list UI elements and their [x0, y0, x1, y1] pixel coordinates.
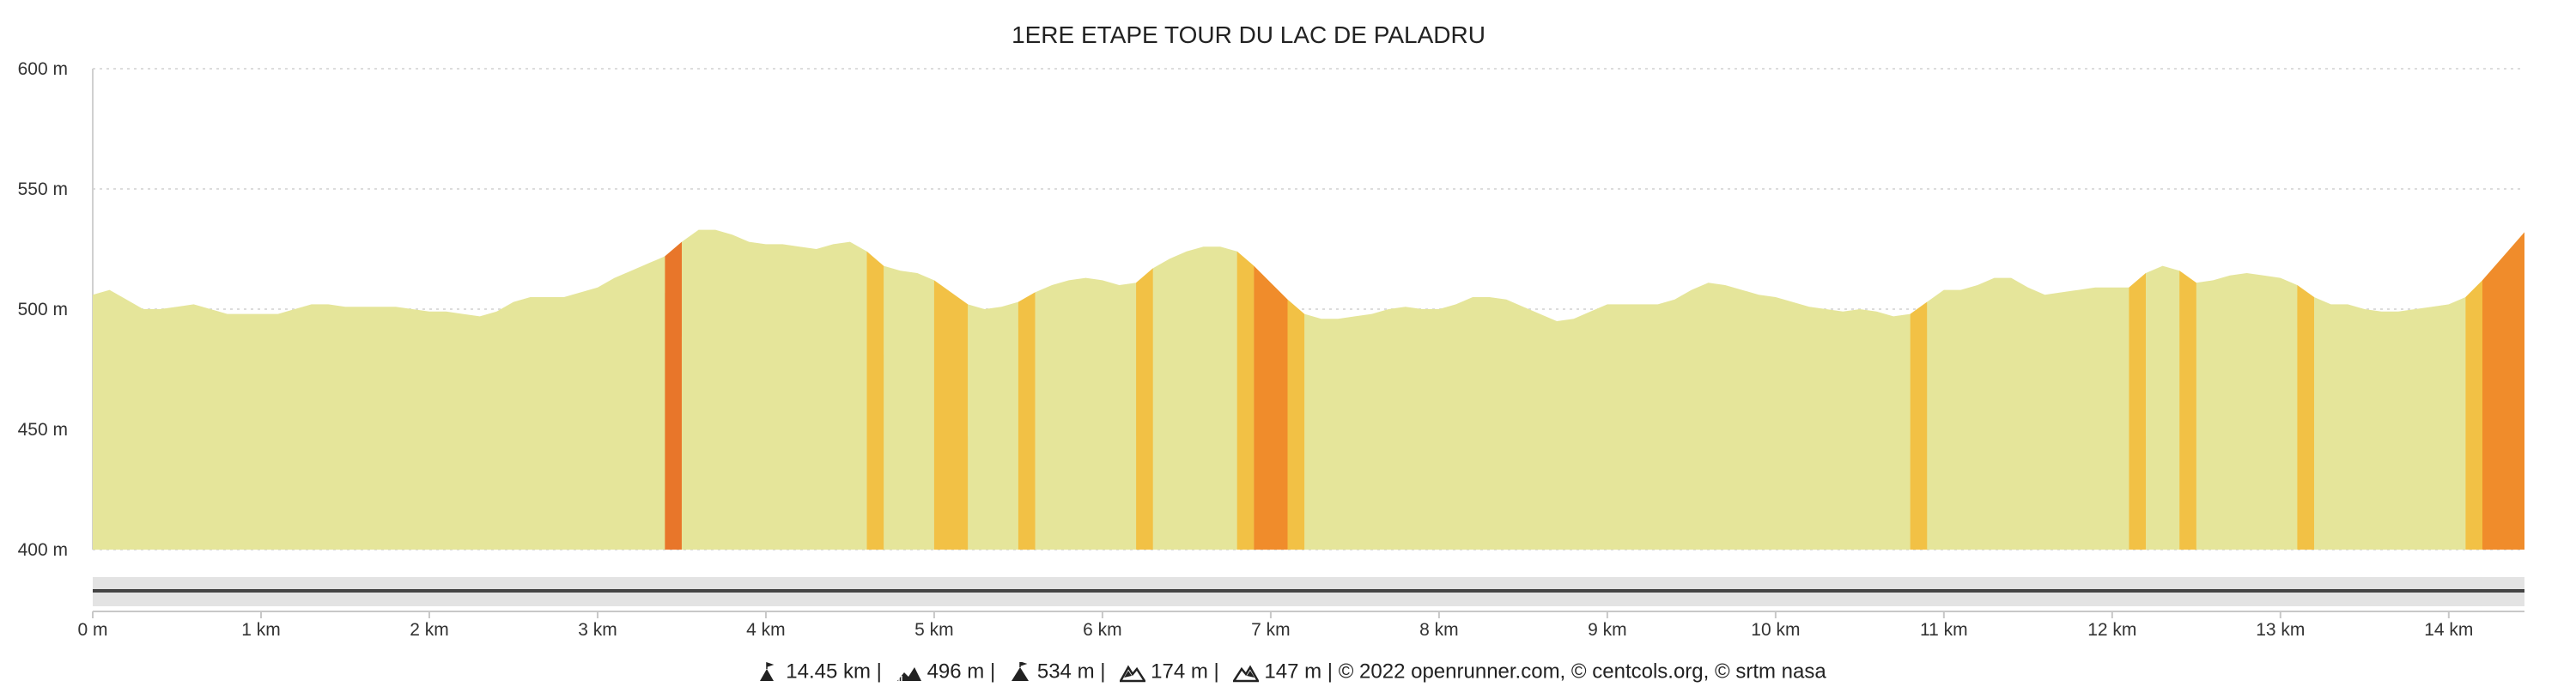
slope-band-moderate [1136, 268, 1153, 550]
x-tick-label: 8 km [1419, 620, 1459, 640]
distance-value: 14.45 km [786, 660, 871, 684]
slope-band-steep [2482, 232, 2524, 550]
ascent-icon [1120, 665, 1146, 682]
max-altitude-value: 534 m [1036, 660, 1095, 684]
slope-band-very_steep [665, 241, 682, 550]
separator: | [989, 660, 996, 684]
x-tick-label: 1 km [241, 620, 281, 640]
slope-band-moderate [1018, 292, 1036, 550]
y-tick-label: 600 m [18, 59, 68, 79]
slope-band-moderate [866, 251, 884, 550]
y-tick-label: 500 m [18, 300, 68, 319]
x-tick-label: 2 km [410, 620, 449, 640]
x-tick-label: 5 km [914, 620, 954, 640]
slope-band-moderate [2297, 285, 2315, 550]
slope-band-moderate [2465, 280, 2483, 550]
elevation-profile [93, 229, 2524, 550]
descent-value: 147 m [1264, 660, 1322, 684]
slope-band-moderate [933, 280, 969, 550]
slope-band-moderate [1287, 299, 1305, 550]
x-tick-label: 12 km [2087, 620, 2136, 640]
x-tick-label: 9 km [1588, 620, 1627, 640]
y-tick-label: 450 m [18, 420, 68, 440]
elevation-chart: 1ERE ETAPE TOUR DU LAC DE PALADRU 400 m4… [18, 21, 2524, 640]
y-tick-label: 550 m [18, 179, 68, 199]
x-tick-label: 11 km [1920, 620, 1968, 640]
elevation-area [93, 229, 2524, 550]
ascent-value: 174 m [1151, 660, 1208, 684]
x-tick-label: 10 km [1751, 620, 1800, 640]
x-tick-label: 13 km [2256, 620, 2305, 640]
separator: | [876, 660, 882, 684]
range-scrollbar[interactable] [93, 577, 2524, 606]
slope-bands [665, 232, 2524, 550]
x-tick-label: 4 km [746, 620, 786, 640]
slope-band-moderate [1236, 251, 1255, 550]
separator: | [1213, 660, 1219, 684]
chart-title: 1ERE ETAPE TOUR DU LAC DE PALADRU [1012, 21, 1485, 48]
descent-icon [1233, 665, 1260, 682]
x-tick-label: 6 km [1083, 620, 1122, 640]
slope-band-moderate [1910, 301, 1928, 550]
x-tick-label: 14 km [2424, 620, 2473, 640]
elevation-gain-icon [896, 666, 921, 681]
x-tick-label: 3 km [578, 620, 617, 640]
route-stats-footer: 14.45 km | 496 m | 534 m | 174 m | 147 m… [0, 660, 2576, 684]
x-axis: 0 m 1 km 2 km 3 km 4 km 5 km 6 km 7 km 8 km 9 km 1… [77, 611, 2524, 640]
separator: | [1100, 660, 1106, 684]
max-altitude-icon [1011, 661, 1029, 681]
elevation-gain-value: 496 m [927, 660, 985, 684]
y-tick-label: 400 m [18, 540, 68, 560]
y-axis: 400 m 450 m 500 m 550 m 600 m [18, 59, 94, 560]
x-tick-label: 0 m [77, 620, 107, 640]
slope-band-moderate [2179, 271, 2196, 550]
slope-band-steep [1254, 265, 1288, 550]
x-tick-label: 7 km [1251, 620, 1291, 640]
credits: | © 2022 openrunner.com, © centcols.org,… [1327, 660, 1826, 684]
slope-band-moderate [2129, 273, 2147, 550]
distance-icon [760, 661, 775, 681]
